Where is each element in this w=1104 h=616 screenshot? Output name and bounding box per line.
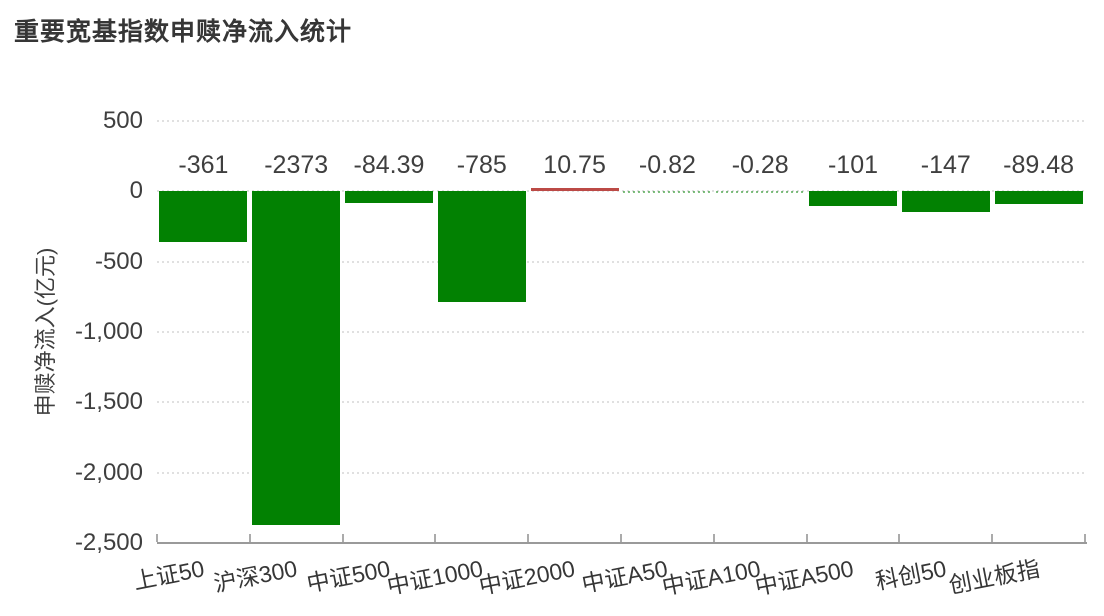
bar[interactable] (994, 191, 1083, 204)
bar-value-label: -361 (178, 151, 229, 179)
y-tick-label: -1,000 (74, 317, 143, 345)
y-gridline (157, 330, 1085, 333)
x-axis-tick (805, 534, 808, 542)
y-tick-label: 500 (102, 106, 143, 134)
y-tick-label: -500 (94, 247, 143, 275)
x-axis-tick (527, 534, 530, 542)
bar[interactable] (623, 191, 712, 193)
x-axis-tick (991, 534, 994, 542)
x-category-label: 中证2000 (477, 555, 578, 600)
bar-value-label: -0.28 (731, 151, 789, 179)
x-category-label: 科创50 (873, 555, 949, 595)
bar-value-label: -0.82 (638, 151, 696, 179)
x-axis-tick (156, 534, 158, 542)
y-gridline (157, 260, 1085, 263)
bar-value-label: -101 (827, 151, 879, 179)
x-category-label: 中证A500 (753, 555, 856, 600)
x-axis-tick (434, 534, 437, 542)
bar-value-label: -84.39 (353, 151, 425, 179)
x-category-label: 沪深300 (211, 555, 300, 597)
bar-value-label: -147 (920, 151, 971, 179)
bar[interactable] (159, 191, 248, 243)
y-gridline (157, 119, 1085, 122)
bar[interactable] (252, 191, 341, 526)
bar[interactable] (901, 191, 990, 212)
y-gridline (157, 190, 1085, 193)
x-category-label: 中证A100 (660, 555, 764, 600)
bar-value-label: -2373 (264, 151, 329, 179)
bar-value-label: -785 (456, 151, 507, 179)
bar[interactable] (809, 191, 897, 206)
x-axis-tick (712, 534, 715, 542)
bar-value-label: 10.75 (543, 151, 606, 179)
x-axis-tick (620, 534, 622, 542)
x-category-label: 中证1000 (384, 555, 485, 600)
x-axis-line (157, 542, 1087, 544)
bar[interactable] (345, 191, 433, 204)
x-category-label: 中证A50 (579, 555, 671, 598)
y-gridline (157, 471, 1085, 474)
x-axis-tick (1084, 534, 1086, 542)
bar[interactable] (530, 188, 619, 192)
x-axis-tick (248, 534, 251, 542)
y-tick-label: 0 (129, 177, 143, 205)
x-category-label: 中证500 (304, 555, 392, 597)
y-gridline (157, 401, 1085, 404)
bar[interactable] (716, 191, 805, 193)
x-category-label: 创业板指 (946, 555, 1042, 599)
x-axis-tick (341, 534, 344, 542)
chart-title: 重要宽基指数申赎净流入统计 (14, 18, 353, 46)
y-tick-label: -1,500 (74, 388, 143, 416)
bar-value-label: -89.48 (1003, 151, 1075, 179)
bar[interactable] (437, 191, 526, 302)
y-tick-label: -2,500 (74, 528, 143, 556)
y-tick-label: -2,000 (74, 458, 143, 486)
x-axis-tick (898, 534, 901, 542)
